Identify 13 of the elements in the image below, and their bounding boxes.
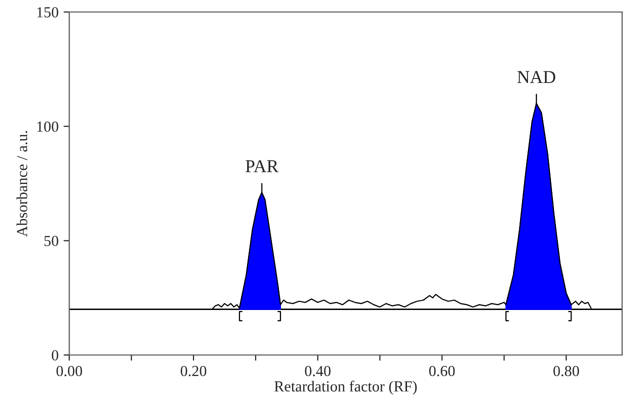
y-axis-title: Absorbance / a.u. <box>16 131 28 237</box>
y-tick-label: 100 <box>37 121 58 132</box>
x-axis-title: Retardation factor (RF) <box>274 380 417 395</box>
y-tick-label: 50 <box>44 236 58 246</box>
x-tick-label: 0.40 <box>304 366 331 376</box>
x-tick-label: 0.20 <box>180 366 206 376</box>
annotation: PAR <box>246 160 279 172</box>
x-tick-label: 0.80 <box>553 366 580 376</box>
y-tick-label: 0 <box>52 350 58 360</box>
y-tick-label: 150 <box>37 7 58 18</box>
x-tick-label: 0.00 <box>56 366 82 376</box>
annotation: NAD <box>517 71 556 83</box>
x-tick-label: 0.60 <box>429 366 455 376</box>
